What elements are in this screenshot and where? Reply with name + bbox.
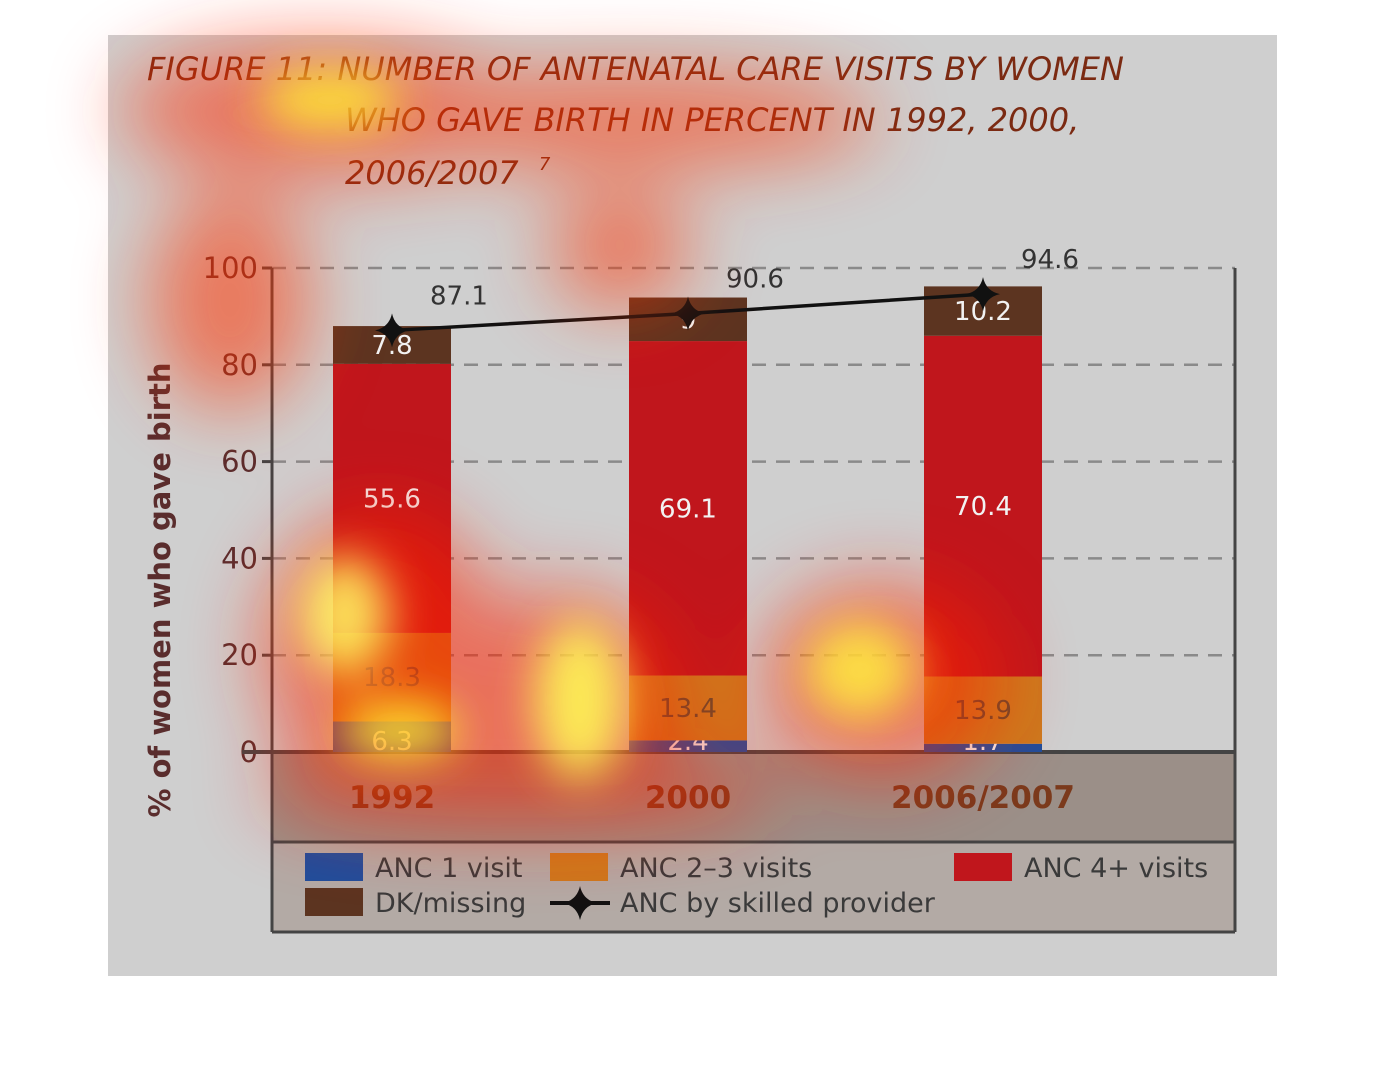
bar-data-label: 13.9 <box>954 696 1012 726</box>
y-axis-label: % of women who gave birth <box>143 362 177 817</box>
legend-swatch-anc23 <box>550 853 608 881</box>
bar-data-label: 69.1 <box>659 494 717 524</box>
bar-data-label: 13.4 <box>659 694 717 724</box>
legend-swatch-dk <box>305 888 363 916</box>
x-category-label: 2000 <box>645 780 731 816</box>
legend-label: DK/missing <box>375 888 526 919</box>
y-tick-label: 80 <box>221 348 258 382</box>
legend-label: ANC 4+ visits <box>1024 853 1208 884</box>
title-line-1: FIGURE 11: NUMBER OF ANTENATAL CARE VISI… <box>147 50 1124 88</box>
bar-data-label: 70.4 <box>954 492 1012 522</box>
bar-data-label: 6.3 <box>371 727 412 757</box>
title-line-3-text: 2006/2007 <box>345 154 519 192</box>
gridlines <box>272 266 1235 657</box>
skilled-provider-line: 87.1 90.6 94.6 <box>375 245 1079 348</box>
y-tick-label: 40 <box>221 541 258 575</box>
legend-label: ANC 1 visit <box>375 853 523 884</box>
y-tick-label: 60 <box>221 445 258 479</box>
legend: ANC 1 visit ANC 2–3 visits ANC 4+ visits DK… <box>305 853 1208 920</box>
legend-swatch-anc4 <box>954 853 1012 881</box>
y-tick-label: 100 <box>203 251 258 285</box>
bars: 6.318.355.67.82.413.469.191.713.970.410.… <box>333 286 1042 757</box>
title-footnote: 7 <box>539 154 551 175</box>
legend-label: ANC 2–3 visits <box>620 853 812 884</box>
bar-data-label: 18.3 <box>363 663 421 693</box>
skilled-provider-marker <box>375 313 409 348</box>
legend-label: ANC by skilled provider <box>620 888 936 919</box>
bar-data-label: 55.6 <box>363 484 421 514</box>
skilled-provider-data-label: 90.6 <box>726 264 784 294</box>
skilled-provider-data-label: 94.6 <box>1021 245 1079 275</box>
skilled-provider-data-label: 87.1 <box>430 281 488 311</box>
x-category-label: 1992 <box>349 780 435 816</box>
bar-segment-anc1 <box>629 740 747 752</box>
legend-swatch-anc1 <box>305 853 363 881</box>
skilled-provider-marker <box>671 296 705 331</box>
title-line-2: WHO GAVE BIRTH IN PERCENT IN 1992, 2000, <box>345 101 1079 139</box>
legend-box <box>272 842 1235 932</box>
x-category-label: 2006/2007 <box>891 780 1075 816</box>
y-tick-label: 20 <box>221 638 258 672</box>
skilled-provider-marker <box>966 277 1000 312</box>
legend-marker-swatch <box>563 886 597 920</box>
title-line-3: 2006/2007 7 <box>345 154 551 192</box>
